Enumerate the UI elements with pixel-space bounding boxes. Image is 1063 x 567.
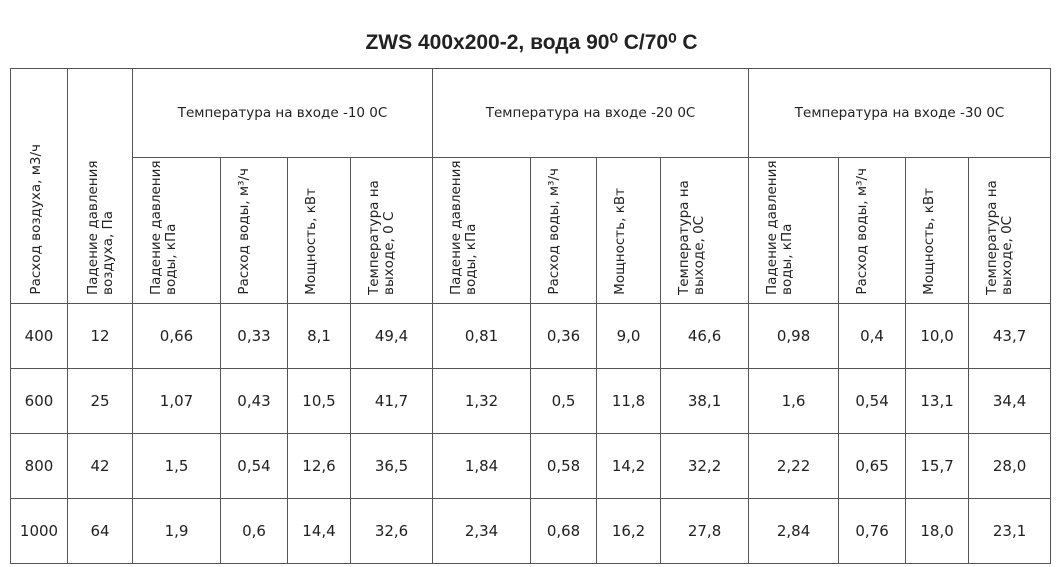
data-cell: 42: [67, 433, 133, 499]
data-cell: 1000: [10, 498, 68, 564]
column-header-cell: Температура на выходе, 0 С: [349, 157, 434, 304]
group-header-row: Расход воздуха, м3/ч Падение давления воз…: [10, 68, 1052, 304]
data-cell: 14,2: [596, 433, 662, 499]
column-header: Температура на выходе, 0С: [676, 180, 708, 295]
data-row: 400 12 0,66 0,33 8,1 49,4 0,81 0,36 9,0 46,6 0,98 0…: [10, 303, 1052, 369]
column-header-cell: Мощность, кВт: [596, 157, 662, 304]
data-cell: 11,8: [596, 368, 662, 434]
sub-header-row: Падение давления воды, кПа Расход воды, м…: [11, 157, 1052, 304]
data-cell: 8,1: [287, 303, 351, 369]
column-header: Расход воды, м³/ч: [236, 168, 252, 295]
air-flow-header: Расход воздуха, м3/ч: [28, 144, 44, 295]
data-cell: 32,2: [660, 433, 750, 499]
data-cell: 0,66: [132, 303, 221, 369]
data-cell: 0,65: [838, 433, 907, 499]
data-cell: 38,1: [660, 368, 750, 434]
data-cell: 10,0: [905, 303, 970, 369]
column-header: Мощность, кВт: [303, 188, 319, 295]
column-header-cell: Расход воды, м³/ч: [220, 157, 288, 304]
data-cell: 0,76: [838, 498, 907, 564]
air-pressure-header-cell: Падение давления воздуха, Па: [67, 68, 133, 304]
data-cell: 41,7: [349, 368, 434, 434]
data-cell: 36,5: [349, 433, 434, 499]
column-header-cell: Падение давления воды, кПа: [432, 157, 532, 304]
data-cell: 0,6: [220, 498, 288, 564]
air-flow-header-cell: Расход воздуха, м3/ч: [10, 68, 68, 304]
column-header: Расход воды, м³/ч: [546, 168, 563, 295]
table-title: ZWS 400x200-2, вода 90⁰ C/70⁰ C: [365, 31, 698, 54]
data-cell: 14,4: [287, 498, 351, 564]
column-header-cell: Мощность, кВт: [905, 157, 970, 304]
column-header-cell: Температура на выходе, 0С: [968, 157, 1052, 304]
data-row: 600 25 1,07 0,43 10,5 41,7 1,32 0,5 11,8 38,1 1,6 0…: [10, 368, 1052, 434]
data-cell: 0,43: [220, 368, 288, 434]
column-header: Падение давления воды, кПа: [148, 160, 179, 295]
column-header: Мощность, кВт: [921, 188, 938, 295]
data-cell: 1,07: [132, 368, 221, 434]
data-cell: 12,6: [287, 433, 351, 499]
data-cell: 1,84: [432, 433, 532, 499]
data-cell: 10,5: [287, 368, 351, 434]
data-row: 800 42 1,5 0,54 12,6 36,5 1,84 0,58 14,2 32,2 2,22…: [10, 433, 1052, 499]
data-cell: 9,0: [596, 303, 662, 369]
data-cell: 46,6: [660, 303, 750, 369]
column-header: Падение давления воды, кПа: [448, 160, 480, 295]
data-cell: 13,1: [905, 368, 970, 434]
data-cell: 27,8: [660, 498, 750, 564]
data-cell: 600: [10, 368, 68, 434]
data-cell: 1,9: [132, 498, 221, 564]
data-cell: 0,4: [838, 303, 907, 369]
column-header: Мощность, кВт: [612, 188, 629, 295]
column-header-cell: Падение давления воды, кПа: [748, 157, 840, 304]
data-cell: 12: [67, 303, 133, 369]
data-cell: 0,98: [748, 303, 840, 369]
data-cell: 1,5: [132, 433, 221, 499]
data-cell: 25: [67, 368, 133, 434]
air-pressure-header: Падение давления воздуха, Па: [85, 160, 116, 295]
group-header: Температура на входе -20 0С: [432, 68, 750, 158]
data-cell: 34,4: [968, 368, 1052, 434]
data-cell: 23,1: [968, 498, 1052, 564]
data-cell: 2,34: [432, 498, 532, 564]
data-cell: 0,81: [432, 303, 532, 369]
column-header: Температура на выходе, 0С: [984, 180, 1016, 295]
data-cell: 1,6: [748, 368, 840, 434]
data-cell: 15,7: [905, 433, 970, 499]
data-cell: 0,54: [838, 368, 907, 434]
data-cell: 0,58: [530, 433, 598, 499]
group-header: Температура на входе -30 0С: [748, 68, 1052, 158]
data-cell: 64: [67, 498, 133, 564]
column-header-cell: Мощность, кВт: [287, 157, 351, 304]
data-cell: 400: [10, 303, 68, 369]
data-cell: 0,36: [530, 303, 598, 369]
data-row: 1000 64 1,9 0,6 14,4 32,6 2,34 0,68 16,2 27,8 2,84…: [10, 498, 1052, 564]
data-cell: 28,0: [968, 433, 1052, 499]
data-cell: 0,54: [220, 433, 288, 499]
column-header-cell: Температура на выходе, 0С: [660, 157, 750, 304]
data-cell: 0,68: [530, 498, 598, 564]
data-cell: 2,84: [748, 498, 840, 564]
data-cell: 49,4: [349, 303, 434, 369]
data-cell: 43,7: [968, 303, 1052, 369]
column-header: Расход воды, м³/ч: [854, 168, 871, 295]
column-header-cell: Расход воды, м³/ч: [530, 157, 598, 304]
data-cell: 0,5: [530, 368, 598, 434]
data-cell: 18,0: [905, 498, 970, 564]
column-header: Падение давления воды, кПа: [764, 160, 796, 295]
data-cell: 1,32: [432, 368, 532, 434]
data-cell: 16,2: [596, 498, 662, 564]
data-cell: 32,6: [349, 498, 434, 564]
column-header-cell: Расход воды, м³/ч: [838, 157, 907, 304]
data-cell: 800: [10, 433, 68, 499]
data-cell: 0,33: [220, 303, 288, 369]
column-header: Температура на выходе, 0 С: [366, 180, 397, 295]
data-table: Расход воздуха, м3/ч Падение давления воз…: [10, 68, 1052, 564]
group-header: Температура на входе -10 0С: [131, 68, 434, 158]
data-cell: 2,22: [748, 433, 840, 499]
column-header-cell: Падение давления воды, кПа: [132, 157, 221, 304]
